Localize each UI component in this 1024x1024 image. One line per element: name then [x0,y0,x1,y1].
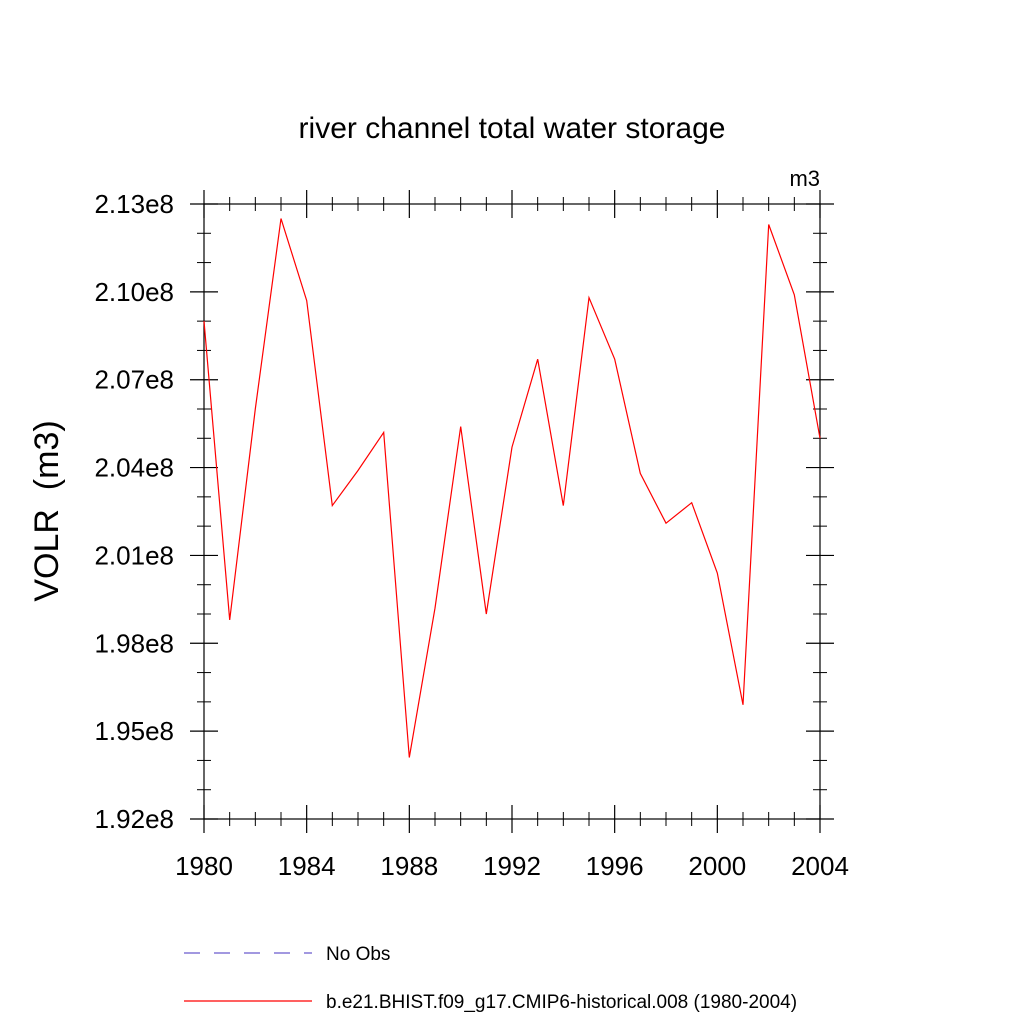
series-layer [203,218,821,758]
y-tick-label: 2.13e8 [94,189,174,219]
x-tick-label: 1996 [586,851,644,881]
x-tick-label: 1992 [483,851,541,881]
y-tick-label: 1.95e8 [94,716,174,746]
x-tick-label: 2004 [791,851,849,881]
legend: No Obs b.e21.BHIST.f09_g17.CMIP6-historic… [184,944,797,1013]
legend-label: No Obs [326,944,390,965]
x-tick-label: 1984 [278,851,336,881]
y-tick-label: 2.10e8 [94,277,174,307]
y-tick-label: 2.04e8 [94,453,174,483]
y-tick-label: 1.98e8 [94,628,174,658]
x-tick-label: 2000 [688,851,746,881]
series-line-1 [203,218,821,758]
x-tick-label: 1980 [175,851,233,881]
chart-title: river channel total water storage [299,112,726,145]
plot-frame [203,203,821,820]
y-tick-label: 1.92e8 [94,804,174,834]
legend-label: b.e21.BHIST.f09_g17.CMIP6-historical.008… [326,992,797,1013]
plot-axes: 1980 1984 1988 1992 1996 2000 2004 1.92e8 1.95e8… [94,189,848,881]
y-tick-label: 2.07e8 [94,365,174,395]
units-label: m3 [789,166,820,191]
y-tick-label: 2.01e8 [94,540,174,570]
y-axis-label: VOLR (m3) [28,420,66,601]
x-tick-label: 1988 [380,851,438,881]
